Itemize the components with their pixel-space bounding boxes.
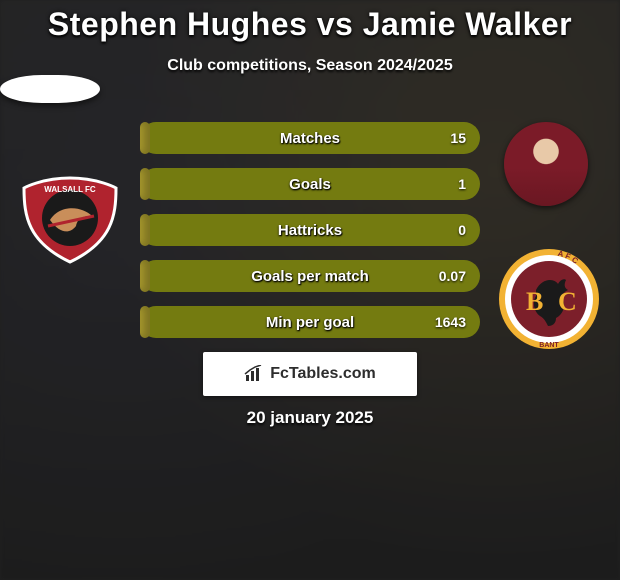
page-title: Stephen Hughes vs Jamie Walker bbox=[0, 0, 620, 43]
stat-bar-right bbox=[140, 122, 480, 154]
stat-row: Matches15 bbox=[140, 122, 480, 154]
stat-bar-right bbox=[140, 168, 480, 200]
stat-bar-left bbox=[140, 260, 150, 292]
stat-row: Goals1 bbox=[140, 168, 480, 200]
stat-bar-left bbox=[140, 168, 150, 200]
player-left-club-badge: WALSALL FC bbox=[20, 176, 120, 264]
source-brand-box: FcTables.com bbox=[203, 352, 417, 396]
stat-row: Hattricks0 bbox=[140, 214, 480, 246]
infographic-date: 20 january 2025 bbox=[0, 408, 620, 428]
stat-row: Min per goal1643 bbox=[140, 306, 480, 338]
player-right-club-badge: B C A F C BANT bbox=[498, 244, 600, 354]
player-right-avatar bbox=[504, 122, 588, 206]
stat-bars-container: Matches15 Goals1 Hattricks0 Goals per match… bbox=[140, 122, 480, 352]
stat-bar-right bbox=[140, 214, 480, 246]
player-left-avatar bbox=[0, 75, 100, 103]
stat-bar-left bbox=[140, 214, 150, 246]
stat-row: Goals per match0.07 bbox=[140, 260, 480, 292]
stat-bar-left bbox=[140, 306, 150, 338]
svg-text:C: C bbox=[558, 287, 577, 316]
stat-bar-right bbox=[140, 306, 480, 338]
svg-text:WALSALL FC: WALSALL FC bbox=[44, 185, 96, 194]
svg-text:BANT: BANT bbox=[539, 342, 559, 349]
stat-bar-right bbox=[140, 260, 480, 292]
page-subtitle: Club competitions, Season 2024/2025 bbox=[0, 57, 620, 75]
svg-text:B: B bbox=[526, 287, 543, 316]
source-brand-text: FcTables.com bbox=[270, 365, 376, 383]
stat-bar-left bbox=[140, 122, 150, 154]
infographic-content: Stephen Hughes vs Jamie Walker Club comp… bbox=[0, 0, 620, 580]
chart-icon bbox=[244, 365, 264, 383]
